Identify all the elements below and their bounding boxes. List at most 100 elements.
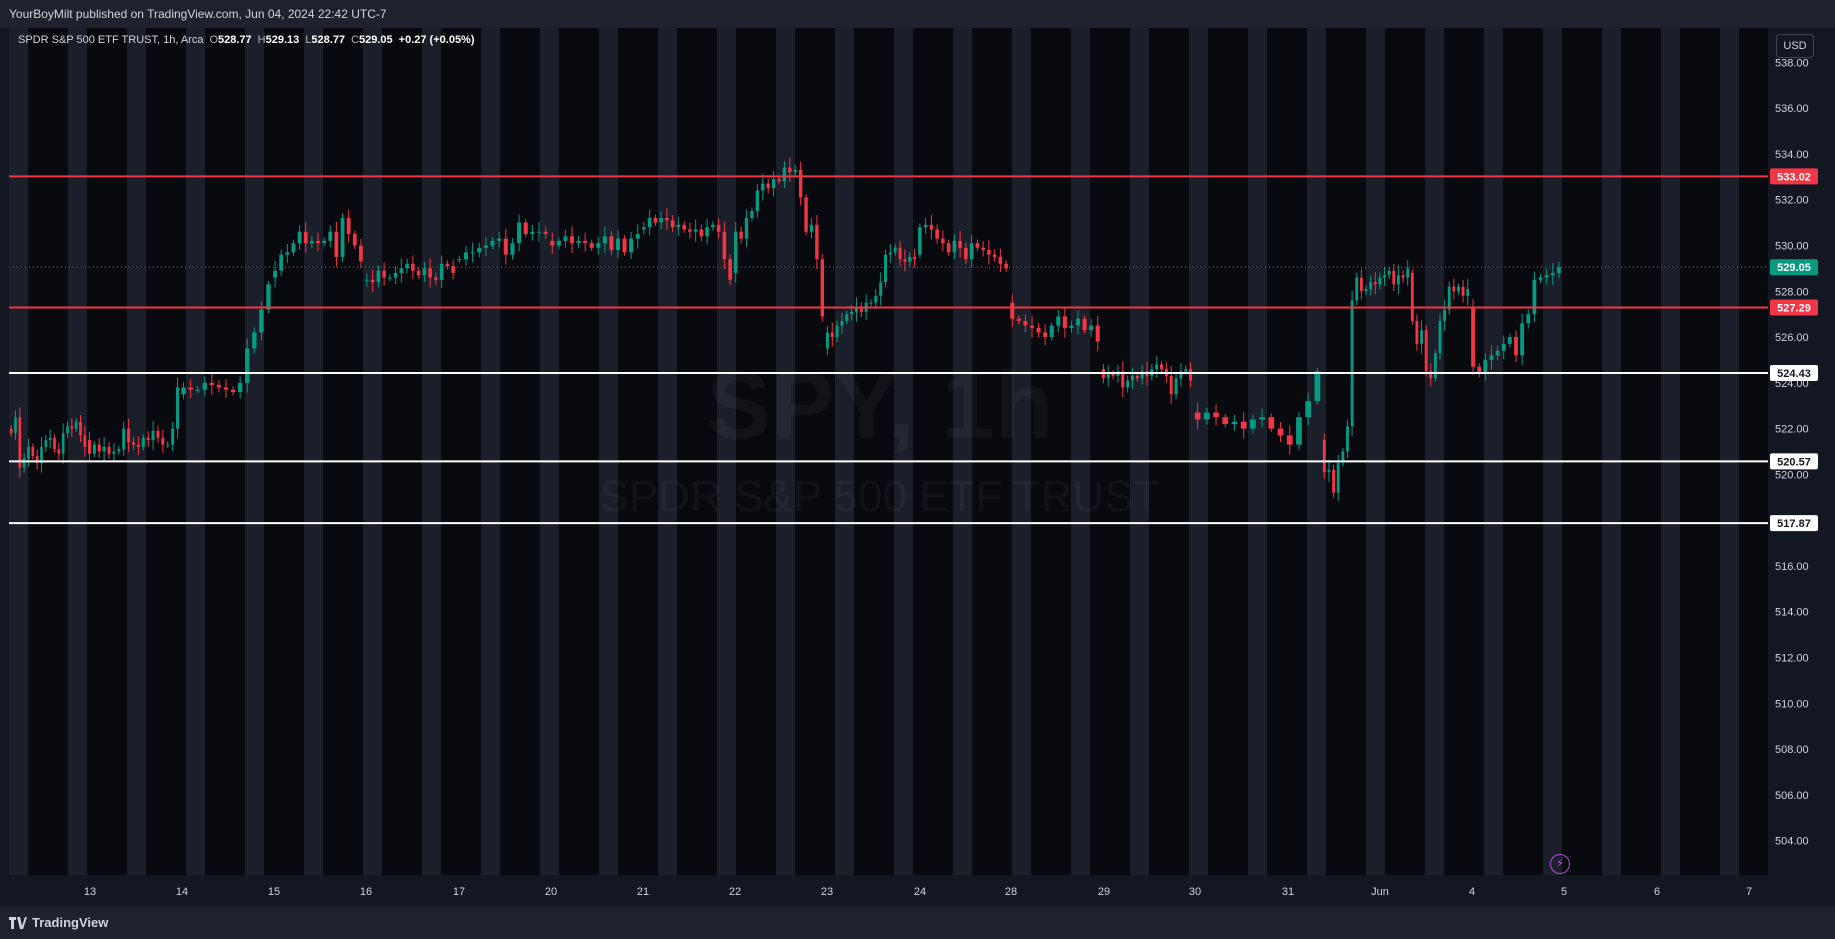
candle-body[interactable]: [117, 449, 121, 452]
candle-body[interactable]: [523, 222, 528, 235]
candle-body[interactable]: [716, 224, 721, 232]
candle-body[interactable]: [1305, 401, 1312, 418]
candle-body[interactable]: [322, 240, 327, 244]
candle-body[interactable]: [74, 421, 78, 429]
candle-body[interactable]: [1111, 373, 1115, 376]
candle-body[interactable]: [1520, 323, 1525, 356]
candle-body[interactable]: [237, 382, 243, 392]
candle-body[interactable]: [536, 231, 542, 233]
candle-body[interactable]: [835, 325, 839, 338]
candle-body[interactable]: [935, 229, 939, 239]
candle-body[interactable]: [1140, 371, 1144, 379]
candle-body[interactable]: [1010, 302, 1015, 319]
candle-body[interactable]: [79, 421, 82, 436]
candle-body[interactable]: [1396, 275, 1400, 285]
candle-body[interactable]: [388, 277, 392, 279]
candle-body[interactable]: [112, 451, 116, 454]
candle-body[interactable]: [230, 389, 236, 392]
candle-body[interactable]: [602, 236, 607, 244]
candle-body[interactable]: [1194, 412, 1201, 420]
candle-body[interactable]: [615, 238, 621, 251]
candle-body[interactable]: [102, 446, 106, 452]
candle-body[interactable]: [285, 252, 290, 255]
candle-body[interactable]: [334, 231, 339, 257]
candle-body[interactable]: [958, 240, 962, 248]
candle-body[interactable]: [693, 229, 698, 232]
candle-body[interactable]: [699, 229, 704, 237]
candle-body[interactable]: [1452, 286, 1456, 292]
candle-body[interactable]: [1049, 325, 1054, 338]
candle-body[interactable]: [1135, 375, 1139, 379]
candle-body[interactable]: [1169, 375, 1173, 395]
candle-body[interactable]: [57, 449, 61, 454]
candle-body[interactable]: [1277, 428, 1284, 436]
candle-body[interactable]: [18, 417, 22, 468]
candle-body[interactable]: [53, 437, 56, 450]
candle-body[interactable]: [393, 272, 398, 278]
candle-body[interactable]: [1336, 462, 1340, 493]
lightning-icon[interactable]: ⚡: [1550, 854, 1570, 874]
candle-body[interactable]: [1383, 275, 1386, 278]
candle-body[interactable]: [1387, 270, 1391, 276]
candle-body[interactable]: [987, 250, 991, 255]
candle-body[interactable]: [676, 224, 681, 228]
candle-body[interactable]: [550, 240, 555, 246]
candle-body[interactable]: [202, 382, 207, 390]
candle-body[interactable]: [734, 231, 738, 273]
candle-body[interactable]: [1082, 318, 1087, 331]
candle-body[interactable]: [439, 263, 444, 280]
candle-body[interactable]: [946, 243, 951, 253]
candle-body[interactable]: [1322, 440, 1326, 473]
candle-body[interactable]: [171, 428, 175, 445]
candle-body[interactable]: [981, 247, 985, 251]
candle-body[interactable]: [782, 167, 787, 182]
candle-body[interactable]: [589, 243, 594, 248]
candle-body[interactable]: [151, 430, 155, 441]
candle-body[interactable]: [653, 218, 658, 223]
candle-body[interactable]: [1259, 417, 1265, 420]
candle-body[interactable]: [1023, 321, 1028, 326]
candle-body[interactable]: [923, 224, 928, 228]
candle-body[interactable]: [1327, 469, 1331, 473]
candle-body[interactable]: [755, 190, 760, 212]
candle-body[interactable]: [711, 224, 715, 228]
candle-body[interactable]: [252, 332, 257, 349]
candle-body[interactable]: [97, 444, 101, 452]
candle-body[interactable]: [1069, 325, 1074, 328]
candle-body[interactable]: [146, 437, 150, 441]
candle-body[interactable]: [309, 240, 314, 244]
candle-body[interactable]: [27, 446, 30, 459]
candle-body[interactable]: [1429, 371, 1433, 379]
candle-body[interactable]: [346, 218, 351, 235]
candle-body[interactable]: [913, 256, 917, 260]
candle-body[interactable]: [918, 227, 922, 255]
candle-body[interactable]: [793, 169, 797, 173]
candle-body[interactable]: [840, 321, 844, 326]
candle-body[interactable]: [122, 428, 126, 450]
candle-body[interactable]: [434, 277, 438, 280]
candle-body[interactable]: [66, 426, 69, 434]
candle-body[interactable]: [929, 224, 934, 230]
candle-body[interactable]: [35, 456, 39, 463]
candle-body[interactable]: [22, 458, 26, 468]
candle-body[interactable]: [1392, 270, 1396, 285]
candle-body[interactable]: [576, 240, 581, 244]
candle-body[interactable]: [739, 231, 743, 239]
candle-body[interactable]: [451, 266, 455, 273]
candle-body[interactable]: [422, 268, 427, 276]
candle-body[interactable]: [1203, 412, 1210, 420]
candle-body[interactable]: [209, 382, 215, 386]
candle-body[interactable]: [1016, 318, 1021, 322]
candle-body[interactable]: [622, 238, 627, 253]
candle-body[interactable]: [1341, 451, 1345, 463]
candle-body[interactable]: [328, 231, 333, 241]
candle-body[interactable]: [1557, 267, 1561, 273]
candle-body[interactable]: [777, 179, 781, 182]
candle-body[interactable]: [365, 279, 369, 281]
candle-body[interactable]: [279, 254, 284, 271]
candle-body[interactable]: [303, 231, 308, 244]
candle-body[interactable]: [635, 234, 640, 239]
candle-body[interactable]: [804, 197, 808, 232]
candle-body[interactable]: [92, 444, 96, 454]
candle-body[interactable]: [884, 254, 888, 283]
